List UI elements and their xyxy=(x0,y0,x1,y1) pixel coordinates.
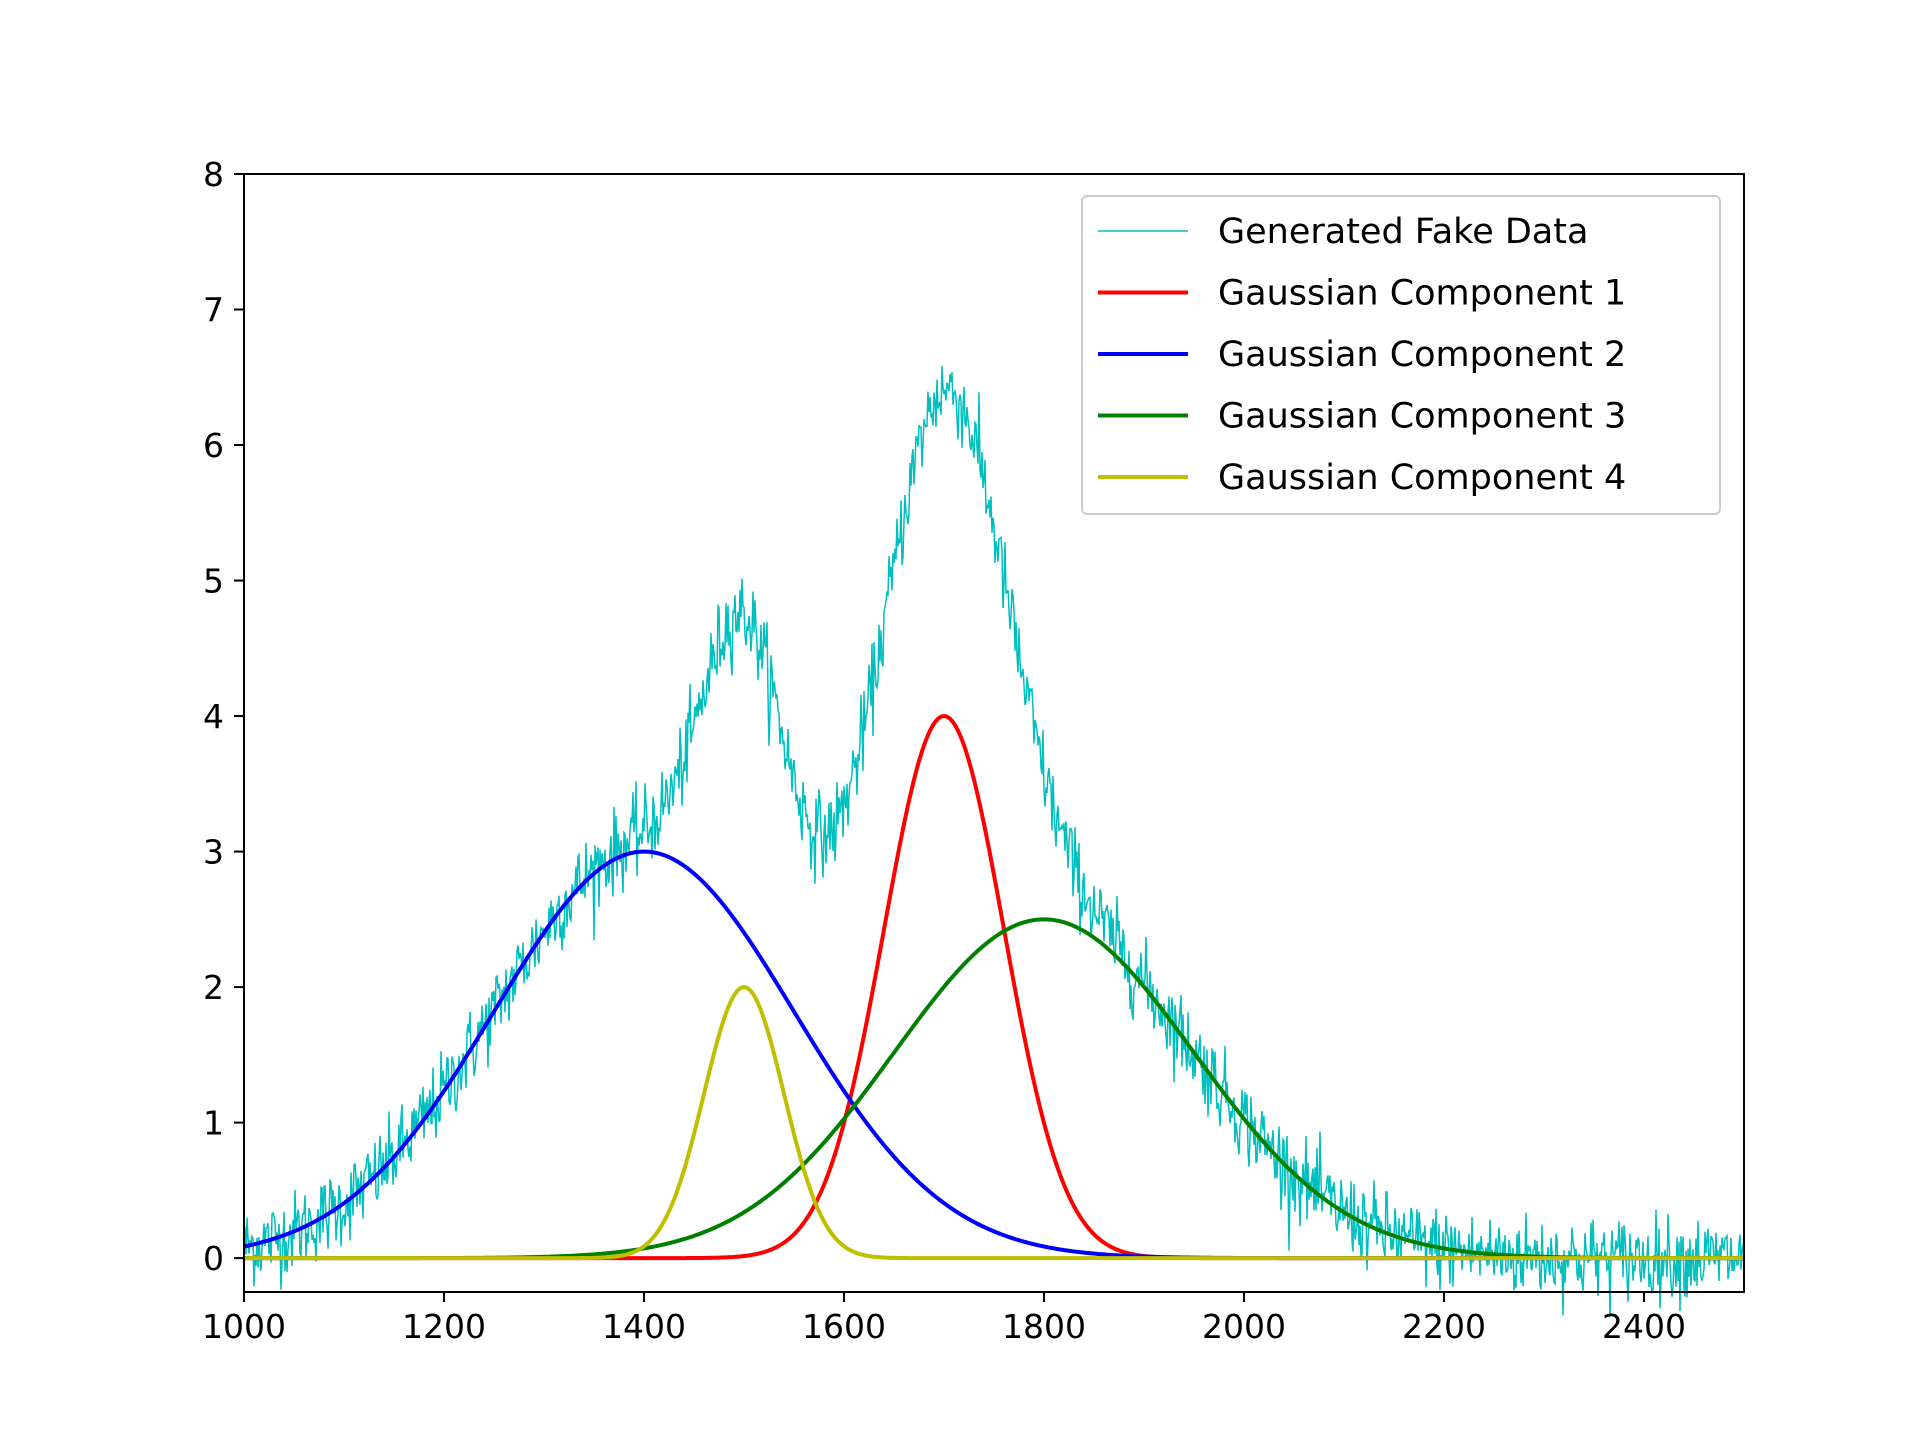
series-line-generated-fake-data xyxy=(243,366,1745,1318)
y-tick-label: 6 xyxy=(203,426,224,465)
legend-box xyxy=(1081,195,1721,515)
x-tick-label: 1600 xyxy=(802,1307,886,1346)
x-tick-label: 1400 xyxy=(602,1307,686,1346)
y-tick-label: 7 xyxy=(203,291,224,330)
series-line-gaussian-component-4 xyxy=(244,985,1744,1261)
y-tick-label: 4 xyxy=(203,697,224,736)
y-tick-label: 1 xyxy=(203,1104,224,1143)
axes-frame xyxy=(243,173,1745,1293)
x-tick-label: 2000 xyxy=(1202,1307,1286,1346)
legend-label: Gaussian Component 3 xyxy=(1218,397,1626,437)
x-axis: 1000 1200 1400 1600 1800 2000 2200 2400 xyxy=(202,1292,1686,1346)
y-tick-label: 3 xyxy=(203,833,224,872)
legend-label: Gaussian Component 4 xyxy=(1218,458,1626,498)
x-tick-label: 1800 xyxy=(1002,1307,1086,1346)
x-tick-label: 1200 xyxy=(402,1307,486,1346)
x-tick-label: 2200 xyxy=(1402,1307,1486,1346)
y-tick-label: 5 xyxy=(203,562,224,601)
y-tick-label: 0 xyxy=(203,1239,224,1278)
legend-label: Generated Fake Data xyxy=(1218,212,1588,252)
legend: Generated Fake Data Gaussian Component 1 G… xyxy=(1081,195,1721,515)
legend-label: Gaussian Component 2 xyxy=(1218,335,1626,375)
y-tick-label: 2 xyxy=(203,968,224,1007)
y-axis: 0 1 2 3 4 5 6 7 8 xyxy=(203,155,244,1278)
y-tick-label: 8 xyxy=(203,155,224,194)
x-tick-label: 1000 xyxy=(202,1307,286,1346)
x-tick-label: 2400 xyxy=(1602,1307,1686,1346)
plot-area xyxy=(243,366,1745,1318)
legend-label: Gaussian Component 1 xyxy=(1218,274,1626,314)
